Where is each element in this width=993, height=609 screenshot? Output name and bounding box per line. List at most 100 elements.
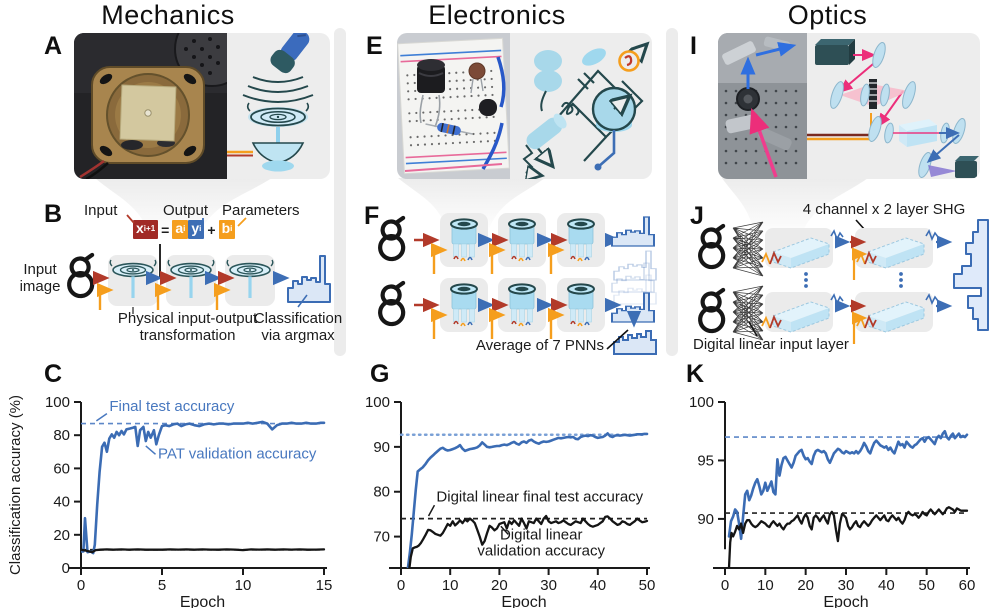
flow-arrows-row2: [414, 297, 622, 339]
panel-b-transformation-caption: Physical input-output transformation: [117, 310, 258, 344]
svg-text:20: 20: [797, 577, 814, 594]
svg-text:PAT validation accuracy: PAT validation accuracy: [158, 445, 317, 462]
flow-arrows-row1: [834, 235, 953, 280]
circuit-schematic: [510, 33, 652, 179]
panel-j-top-label: 4 channel x 2 layer SHG: [802, 201, 966, 218]
probe-wire: [597, 130, 616, 168]
panel-b-input-label: Input: [84, 202, 118, 219]
pink-beam-arrow: [749, 108, 778, 178]
ellipsis-dots: [804, 272, 903, 288]
svg-text:Classification accuracy (%): Classification accuracy (%): [7, 395, 24, 575]
equation-x-box: x i+1: [133, 220, 159, 239]
probe-dot: [594, 163, 602, 171]
transistor-pnn-icon: [567, 218, 595, 262]
pink-rail: [404, 163, 503, 172]
panel-letter-c: C: [44, 360, 63, 388]
meter-icon: [591, 86, 637, 132]
panel-letter-b: B: [44, 200, 63, 228]
svg-text:40: 40: [589, 577, 606, 594]
mnist-digit-icon: [67, 255, 96, 297]
panel-j-bottom-label: Digital linear input layer: [693, 336, 849, 353]
panel-letter-f: F: [364, 202, 380, 230]
svg-text:40: 40: [53, 494, 70, 511]
panel-b-input-image-label: Input image: [19, 261, 61, 295]
column-title-mechanics: Mechanics: [101, 0, 235, 30]
svg-text:30: 30: [838, 577, 855, 594]
svg-text:Epoch: Epoch: [823, 594, 868, 608]
dense-network-icon-row1: [732, 221, 764, 277]
svg-text:60: 60: [53, 460, 70, 477]
transistor-pnn-icon: [508, 218, 536, 262]
svg-text:0: 0: [62, 560, 70, 577]
svg-text:80: 80: [373, 484, 390, 501]
svg-text:Digital linear final test accu: Digital linear final test accuracy: [436, 489, 643, 506]
panel-b-parameters-label: Parameters: [222, 202, 300, 219]
svg-text:Final test accuracy: Final test accuracy: [109, 398, 235, 415]
shg-crystal-icon: [899, 119, 937, 147]
svg-text:30: 30: [540, 577, 557, 594]
svg-text:10: 10: [442, 577, 459, 594]
parameters-pointer: [237, 217, 247, 227]
svg-text:80: 80: [53, 427, 70, 444]
panel-letter-k: K: [686, 360, 705, 388]
blue-beam-arrow-2: [755, 41, 797, 57]
svg-text:0: 0: [721, 577, 729, 594]
column-title-optics: Optics: [787, 0, 868, 30]
flow-arrows-row1: [414, 232, 622, 274]
inductor-photo-icon: [417, 59, 445, 128]
mnist-digit-icon-row2: [378, 283, 407, 325]
microphone-icon: [270, 33, 310, 74]
svg-text:5: 5: [158, 577, 166, 594]
svg-text:50: 50: [639, 577, 656, 594]
vibrating-plate-icon: [246, 102, 310, 127]
equation-equals: =: [161, 221, 170, 238]
blue-beams: [926, 127, 960, 163]
transistor-photo-icon: [479, 99, 497, 116]
svg-text:100: 100: [365, 394, 390, 411]
panel-f-caption: Average of 7 PNNs: [475, 337, 604, 354]
chart-k: 90 95 100 0 10 20 30 40 50 60 Epoch: [689, 394, 975, 608]
flow-arrows-row2: [834, 299, 953, 344]
svg-text:50: 50: [918, 577, 935, 594]
vertical-histogram-icon: [953, 219, 989, 331]
blue-wire: [496, 56, 506, 108]
histogram-icon: [287, 255, 331, 303]
detector-box-icon: [955, 156, 979, 178]
input-pointer: [126, 214, 135, 224]
purple-cone: [928, 165, 957, 177]
svg-text:95: 95: [697, 452, 714, 469]
svg-text:15: 15: [316, 577, 333, 594]
speaker-photo: [74, 33, 227, 179]
transistor-pnn-icon: [450, 283, 478, 327]
average-histogram-icon: [613, 330, 657, 355]
resistor-photo-icon: [425, 122, 473, 136]
histogram-stack: [611, 216, 657, 324]
svg-text:10: 10: [757, 577, 774, 594]
panel-b-output-label: Output: [163, 202, 209, 219]
mnist-digit-icon-row1: [378, 218, 407, 260]
chart-c: 0 20 40 60 80 100 0 5 10 15 Epoch Classification ac…: [7, 394, 333, 608]
speaker-cone-icon: [251, 142, 305, 172]
panel-i-photo-block: [718, 33, 980, 179]
average-pointer: [606, 329, 629, 350]
panel-b-argmax-caption: Classification via argmax: [253, 310, 343, 344]
optic-mount-3: [725, 114, 757, 134]
svg-text:40: 40: [878, 577, 895, 594]
slm-icon: [869, 79, 877, 109]
panel-letter-a: A: [44, 32, 63, 60]
panel-letter-j: J: [690, 202, 704, 230]
capacitor-photo-icon: [468, 62, 486, 80]
panel-b-diagram: [30, 214, 331, 314]
svg-text:20: 20: [53, 527, 70, 544]
panel-letter-i: I: [690, 32, 697, 60]
speaker-schematic: [227, 33, 330, 179]
svg-text:70: 70: [373, 529, 390, 546]
optical-table-photo: [718, 33, 807, 179]
column-title-electronics: Electronics: [428, 0, 566, 30]
mnist-digit-icon-row2: [698, 290, 727, 332]
svg-text:0: 0: [397, 577, 405, 594]
